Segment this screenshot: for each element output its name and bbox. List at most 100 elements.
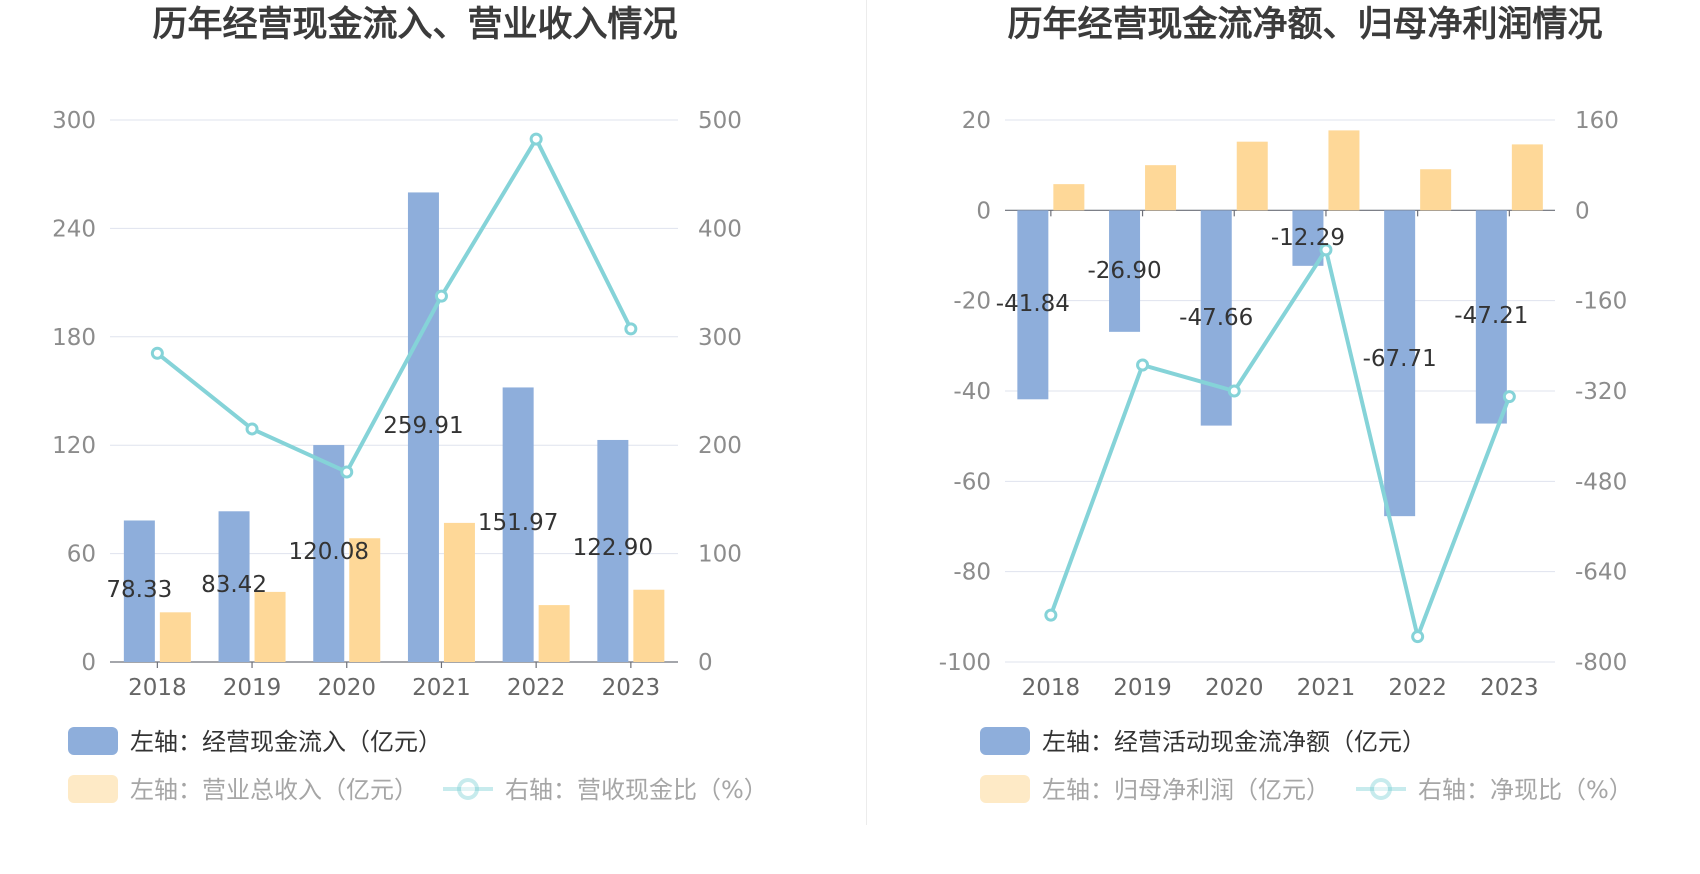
y-right-tick-label: -320 [1575,379,1627,405]
secondary-bar [254,591,286,662]
y-right-tick-label: 500 [698,108,742,134]
secondary-bar [1328,130,1360,211]
ratio-point [1044,608,1058,622]
y-left-tick-label: 0 [81,650,96,676]
legend-label: 左轴：经营活动现金流净额（亿元） [1042,728,1426,756]
primary-bar [502,387,534,662]
y-right-tick-label: -160 [1575,289,1627,315]
primary-bar [597,439,629,662]
ratio-point [1136,358,1150,372]
y-left-tick-label: 240 [52,216,96,242]
data-label: 259.91 [383,413,463,439]
ratio-point [529,132,543,146]
legend-swatch-bar [68,727,118,755]
primary-bar [313,445,345,662]
data-label: 83.42 [201,572,267,598]
secondary-bar [1236,141,1268,211]
y-right-tick-label: 0 [698,650,713,676]
x-tick-label: 2018 [128,675,187,701]
y-left-tick-label: -20 [953,289,991,315]
y-left-tick-label: 120 [52,433,96,459]
legend-swatch-point [457,778,479,800]
legend-label: 左轴：营业总收入（亿元） [130,776,418,804]
y-right-tick-label: -800 [1575,650,1627,676]
secondary-bar [443,522,475,662]
y-left-tick-label: -100 [939,650,991,676]
data-label: -67.71 [1363,346,1437,372]
legend-swatch-bar [980,727,1030,755]
chart-title: 历年经营现金流净额、归母净利润情况 [1007,4,1602,45]
panel-divider [866,0,867,825]
legend-label: 右轴：净现比（%） [1418,776,1633,804]
x-tick-label: 2020 [1205,675,1264,701]
x-tick-label: 2019 [1113,675,1172,701]
data-label: 122.90 [573,535,653,561]
y-right-tick-label: 400 [698,216,742,242]
secondary-bar [349,538,381,662]
primary-bar [1292,210,1324,266]
ratio-point [1319,243,1333,257]
chart-title: 历年经营现金流入、营业收入情况 [152,4,677,45]
x-tick-label: 2021 [412,675,471,701]
legend-label: 左轴：经营现金流入（亿元） [130,728,442,756]
ratio-point [624,322,638,336]
y-right-tick-label: -480 [1575,469,1627,495]
ratio-point [1227,384,1241,398]
ratio-point [245,422,259,436]
y-left-tick-label: -80 [953,560,991,586]
primary-bar [1475,210,1507,424]
primary-bar [218,511,250,662]
data-label: -26.90 [1087,258,1161,284]
y-left-tick-label: -40 [953,379,991,405]
primary-bar [407,192,439,662]
secondary-bar [1145,165,1177,211]
y-right-tick-label: 160 [1575,108,1619,134]
primary-bar [1017,210,1049,400]
x-tick-label: 2023 [602,675,661,701]
ratio-point [1502,390,1516,404]
y-right-tick-label: 100 [698,542,742,568]
legend-swatch-bar [68,775,118,803]
x-tick-label: 2022 [507,675,566,701]
secondary-bar [159,612,191,662]
x-tick-label: 2022 [1388,675,1447,701]
legend-label: 右轴：营收现金比（%） [505,776,768,804]
y-left-tick-label: 300 [52,108,96,134]
x-tick-label: 2021 [1297,675,1356,701]
y-left-tick-label: 60 [67,542,96,568]
secondary-bar [1420,169,1452,211]
y-left-tick-label: 0 [976,198,991,224]
data-label: 78.33 [106,577,172,603]
primary-bar [1384,210,1416,517]
x-tick-label: 2018 [1022,675,1081,701]
secondary-bar [538,605,570,662]
x-tick-label: 2020 [317,675,376,701]
data-label: -47.21 [1454,303,1528,329]
secondary-bar [1053,184,1085,211]
secondary-bar [1511,144,1543,211]
ratio-point [434,289,448,303]
ratio-point [150,346,164,360]
y-right-tick-label: 0 [1575,198,1590,224]
data-label: -41.84 [996,291,1070,317]
data-label: -47.66 [1179,305,1253,331]
y-left-tick-label: 20 [962,108,991,134]
legend-label: 左轴：归母净利润（亿元） [1042,776,1330,804]
y-right-tick-label: 300 [698,325,742,351]
x-tick-label: 2019 [223,675,282,701]
legend-swatch-point [1370,778,1392,800]
y-right-tick-label: -640 [1575,560,1627,586]
primary-bar [123,520,155,662]
ratio-point [340,465,354,479]
x-tick-label: 2023 [1480,675,1539,701]
ratio-line [156,137,633,474]
data-label: 151.97 [478,510,558,536]
y-right-tick-label: 200 [698,433,742,459]
ratio-line [1048,247,1512,639]
data-label: 120.08 [289,539,369,565]
primary-bar [1109,210,1141,332]
y-left-tick-label: 180 [52,325,96,351]
secondary-bar [633,589,665,662]
data-label: -12.29 [1271,225,1345,251]
